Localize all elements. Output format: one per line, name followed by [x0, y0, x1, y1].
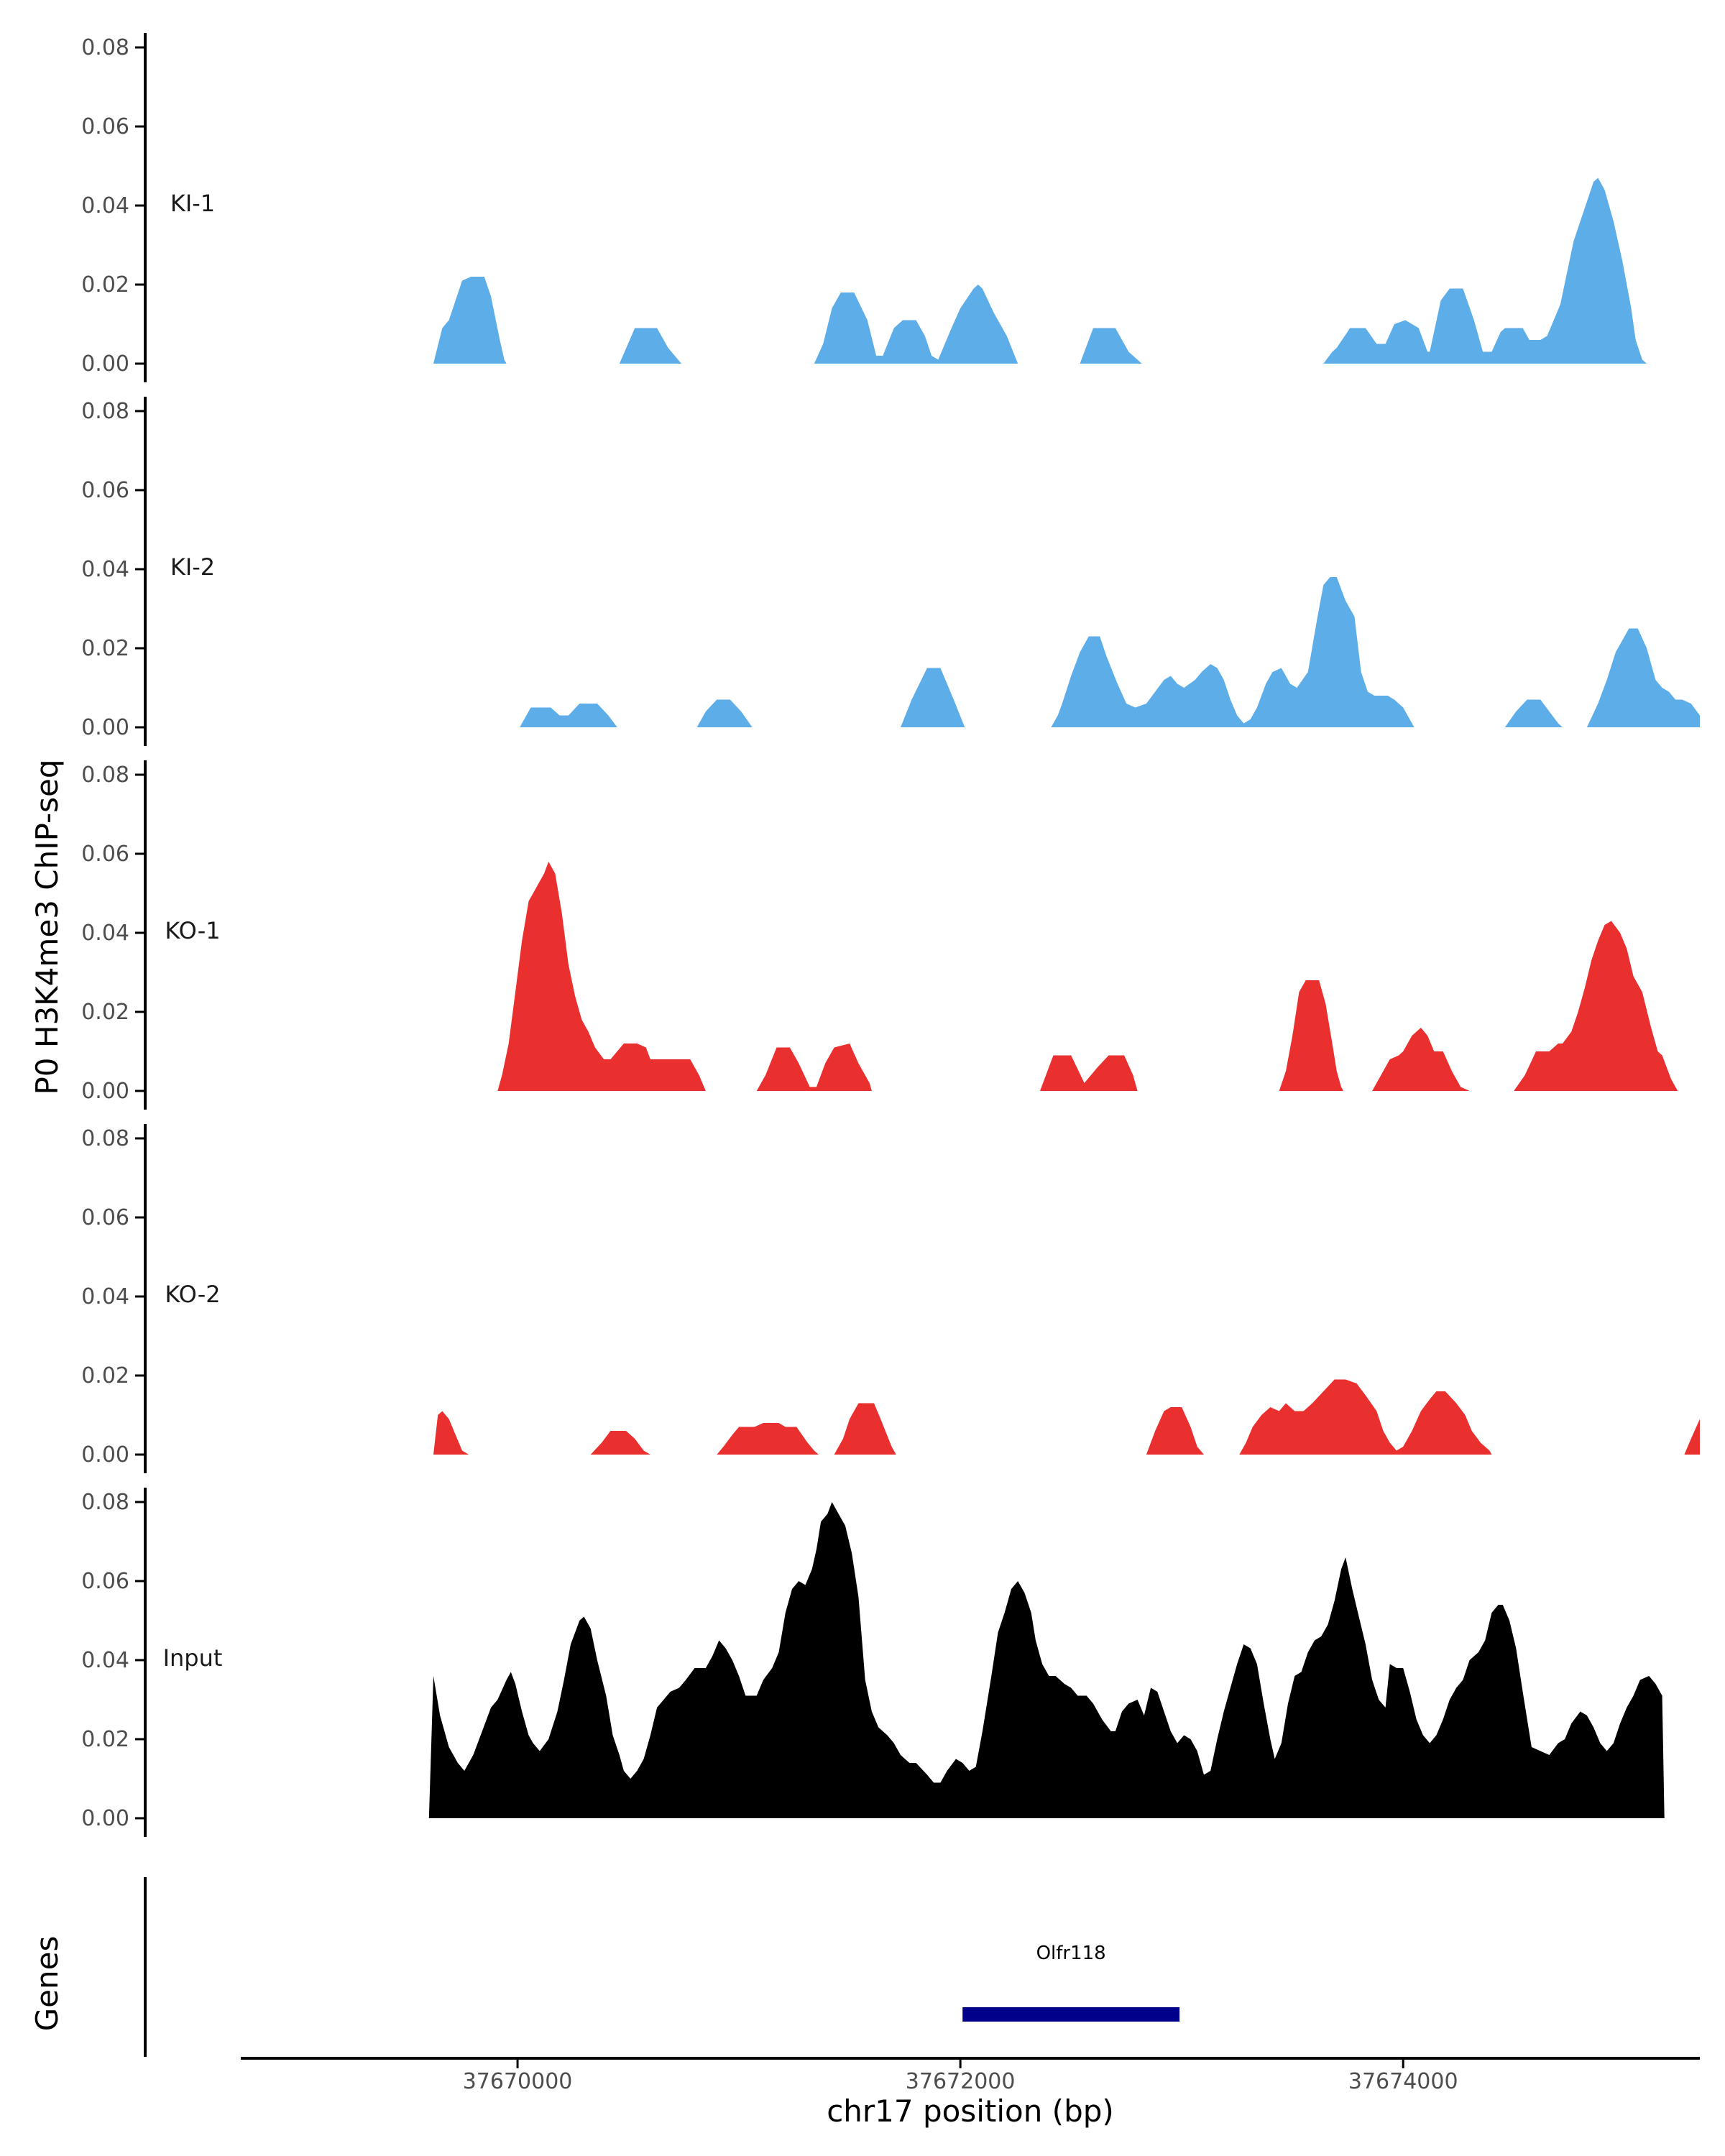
- y-tick-label: 0.02: [81, 1000, 129, 1025]
- y-tick-label: 0.06: [81, 842, 129, 867]
- signal-area: [1372, 1028, 1470, 1091]
- signal-area: [696, 699, 753, 727]
- signal-area: [1239, 1379, 1492, 1455]
- y-tick-label: 0.04: [81, 193, 129, 218]
- y-tick-label: 0.08: [81, 763, 129, 788]
- signal-area: [756, 1044, 872, 1091]
- y-tick-label: 0.00: [81, 1079, 129, 1104]
- signal-area: [619, 328, 681, 364]
- track-label: KO-2: [165, 1281, 220, 1308]
- signal-area: [1279, 980, 1344, 1091]
- strand-arrow: [963, 2007, 975, 2022]
- y-tick-label: 0.04: [81, 557, 129, 582]
- signal-area: [497, 862, 706, 1091]
- signal-area: [1684, 1419, 1700, 1455]
- y-tick-label: 0.00: [81, 715, 129, 740]
- x-axis: 37670000 37672000 37674000: [241, 2057, 1700, 2094]
- y-tick-label: 0.08: [81, 399, 129, 424]
- y-tick-label: 0.00: [81, 1806, 129, 1831]
- track-input: 0.00 0.02 0.04 0.06 0.08 Input: [81, 1488, 1665, 1837]
- y-tick-label: 0.08: [81, 35, 129, 60]
- track-label: Input: [163, 1644, 223, 1672]
- y-tick-label: 0.08: [81, 1126, 129, 1151]
- y-tick-label: 0.00: [81, 351, 129, 377]
- y-tick-label: 0.04: [81, 1284, 129, 1309]
- x-axis-title: chr17 position (bp): [827, 2093, 1114, 2129]
- x-tick-label: 37670000: [463, 2069, 573, 2094]
- signal-area: [1586, 628, 1700, 727]
- y-tick-label: 0.04: [81, 1648, 129, 1673]
- signal-area: [433, 277, 507, 364]
- signal-area: [717, 1423, 819, 1455]
- signal-area: [1051, 577, 1414, 727]
- signal-area: [814, 285, 1018, 364]
- y-tick-label: 0.04: [81, 921, 129, 946]
- gene-body: [962, 2007, 1180, 2022]
- track-label: KO-1: [165, 917, 220, 944]
- signal-area: [1040, 1055, 1138, 1091]
- signal-area: [433, 1411, 469, 1455]
- y-tick-label: 0.02: [81, 636, 129, 661]
- y-tick-label: 0.02: [81, 272, 129, 298]
- y-tick-label: 0.06: [81, 1569, 129, 1594]
- y-tick-label: 0.06: [81, 114, 129, 139]
- track-label: KI-1: [170, 190, 215, 217]
- signal-area: [1514, 921, 1678, 1091]
- track-ko-2: 0.00 0.02 0.04 0.06 0.08 KO-2: [81, 1124, 1700, 1473]
- signal-area: [1080, 328, 1142, 364]
- signal-area: [901, 668, 965, 727]
- track-ko-1: 0.00 0.02 0.04 0.06 0.08 KO-1: [81, 760, 1678, 1110]
- y-axis-title: P0 H3K4me3 ChIP-seq: [29, 759, 65, 1095]
- y-tick-label: 0.08: [81, 1490, 129, 1515]
- y-tick-label: 0.06: [81, 478, 129, 503]
- gene-panel: Olfr118: [144, 1877, 1180, 2057]
- y-tick-label: 0.02: [81, 1363, 129, 1388]
- tracks-layer: 0.00 0.02 0.04 0.06 0.08 KI-1 0.00 0.02 0.04 0.06…: [81, 33, 1700, 1837]
- signal-area: [834, 1403, 896, 1455]
- y-tick-label: 0.00: [81, 1442, 129, 1468]
- signal-area: [1504, 699, 1563, 727]
- gene-label: Olfr118: [1036, 1943, 1106, 1964]
- signal-area: [428, 1502, 1665, 1818]
- signal-area: [1323, 178, 1647, 364]
- track-ki-2: 0.00 0.02 0.04 0.06 0.08 KI-2: [81, 397, 1700, 746]
- strand-arrow: [1166, 2007, 1177, 2022]
- signal-area: [520, 704, 617, 727]
- x-tick-label: 37672000: [906, 2069, 1016, 2094]
- signal-area: [590, 1431, 650, 1455]
- track-label: KI-2: [170, 553, 215, 581]
- track-ki-1: 0.00 0.02 0.04 0.06 0.08 KI-1: [81, 33, 1647, 382]
- signal-area: [1146, 1407, 1204, 1455]
- gene-axis-title: Genes: [29, 1936, 65, 2032]
- y-tick-label: 0.02: [81, 1727, 129, 1752]
- x-tick-label: 37674000: [1348, 2069, 1458, 2094]
- y-tick-label: 0.06: [81, 1205, 129, 1230]
